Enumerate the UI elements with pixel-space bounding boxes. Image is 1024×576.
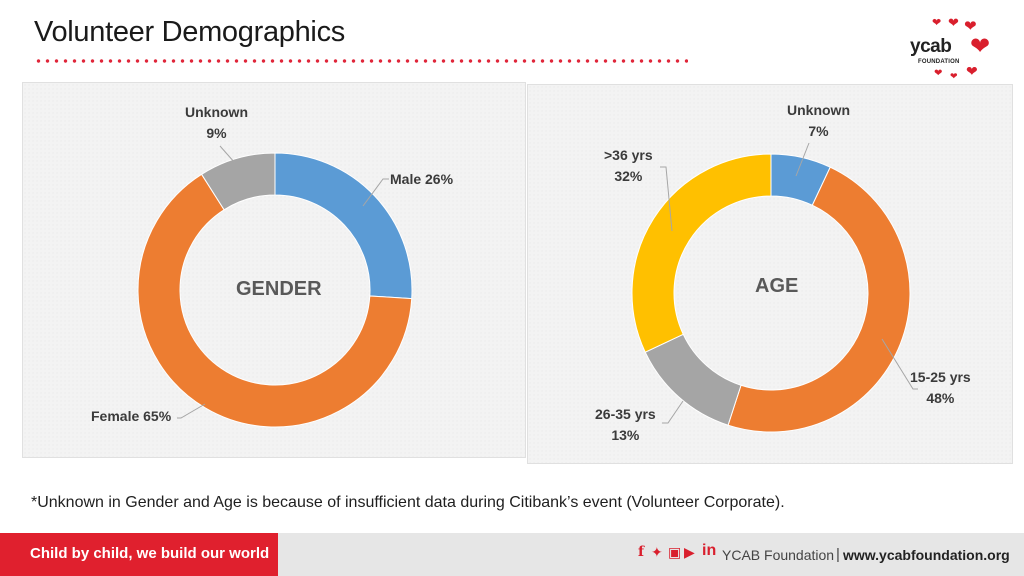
age-label-unknown: Unknown 7% [787,102,850,139]
gender-label-male: Male 26% [390,171,454,187]
gender-slice-female [137,173,413,428]
logo-subtitle: FOUNDATION [918,59,960,65]
footer-org-name: YCAB Foundation [722,547,835,563]
logo-heart-icon: ❤ [948,15,959,30]
gender-male-leader-line [362,178,389,207]
gender-slice-unknown [200,152,276,211]
gender-female-leader-line [177,403,206,419]
age-slice-36-yrs [631,153,772,353]
ycab-logo: ❤ ❤ ❤ ❤ ❤ ❤ ❤ ycab FOUNDATION [910,16,1000,84]
gender-donut-chart [137,145,413,428]
logo-wordmark: ycab [910,36,952,57]
gender-unknown-leader-line [219,145,236,164]
age-label-36plus: >36 yrs 32% [604,147,653,184]
age-label-15-25: 15-25 yrs 48% [910,369,971,406]
logo-heart-icon: ❤ [934,68,943,79]
facebook-icon[interactable]: f [638,544,645,560]
footer-separator: | [836,546,840,563]
logo-heart-icon: ❤ [966,63,978,79]
footer-website-link[interactable]: www.ycabfoundation.org [843,547,1010,563]
gender-center-label: GENDER [236,278,322,300]
age-slice-26-35-yrs [644,333,742,426]
age-donut-chart [631,142,918,433]
footer-tagline: Child by child, we build our world [0,533,278,576]
title-dotted-divider [34,58,688,64]
youtube-icon[interactable]: ▶ [684,544,695,560]
age-15-25-leader-line [881,338,918,390]
footnote: *Unknown in Gender and Age is because of… [31,494,785,511]
age-label-26-35: 26-35 yrs 13% [595,406,656,443]
logo-heart-icon: ❤ [964,18,977,35]
instagram-icon[interactable]: ▣ [668,544,682,560]
logo-heart-icon: ❤ [932,17,942,29]
logo-heart-icon: ❤ [950,71,958,81]
gender-label-unknown: Unknown 9% [185,104,248,141]
logo-heart-icon: ❤ [970,33,991,60]
gender-label-female: Female 65% [91,408,172,424]
age-36plus-leader-line [660,166,673,232]
gender-chart-panel: GENDER Unknown 9% Male 26% Female 65% [22,82,526,458]
twitter-icon[interactable]: ✦ [651,544,663,560]
age-unknown-leader-line [795,142,810,177]
footer-bar: Child by child, we build our world f ✦ ▣… [0,533,1024,576]
age-26-35-leader-line [662,400,684,424]
linkedin-icon[interactable]: in [702,542,717,559]
age-center-label: AGE [755,275,799,297]
age-slice-15-25-yrs [727,166,911,433]
age-chart-panel: AGE Unknown 7% >36 yrs 32% 15-25 yrs 48%… [527,84,1013,464]
slide-title: Volunteer Demographics [34,16,345,48]
